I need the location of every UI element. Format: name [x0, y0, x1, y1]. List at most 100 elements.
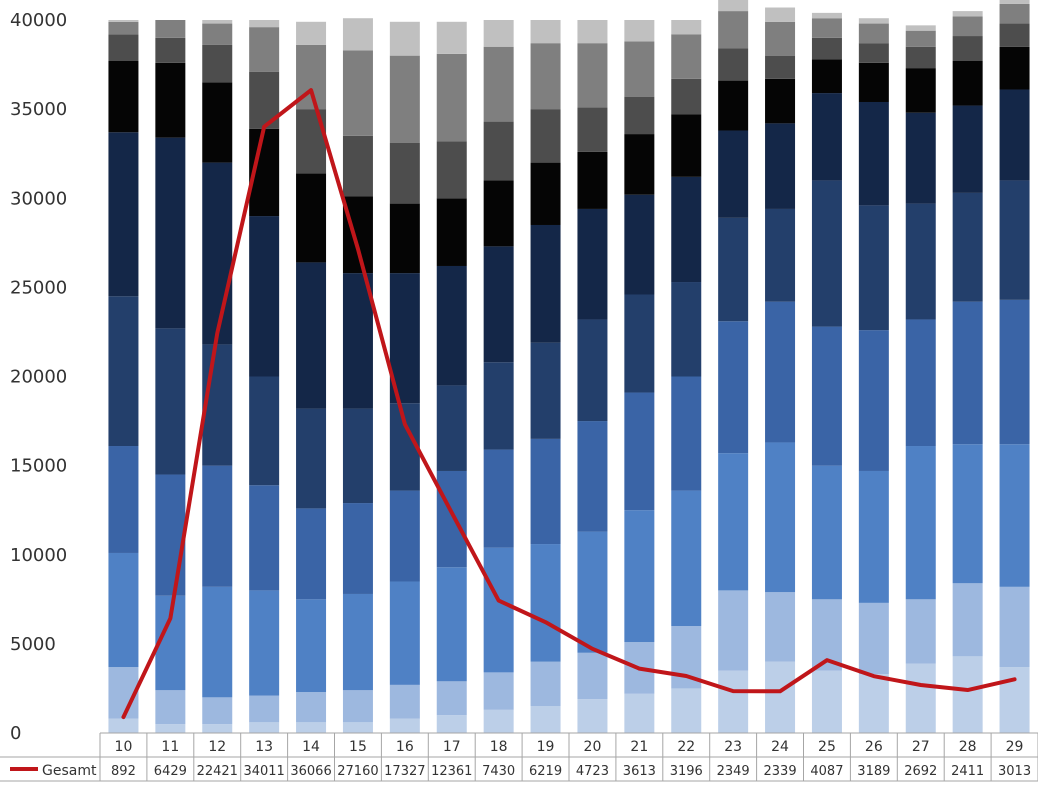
y-tick-label: 40000: [10, 10, 67, 31]
bar-segment: [718, 590, 748, 670]
bar-segment: [108, 20, 138, 22]
bar-segment: [765, 592, 795, 662]
bar-segment: [437, 22, 467, 54]
bar-segment: [343, 409, 373, 503]
bar-segment: [343, 136, 373, 197]
bar-segment: [859, 674, 889, 733]
bar-segment: [906, 319, 936, 446]
bar-segment: [577, 209, 607, 320]
bar-segment: [577, 421, 607, 532]
bar-segment: [577, 20, 607, 43]
legend-label-gesamt: Gesamt: [42, 763, 97, 779]
bar-segment: [249, 485, 279, 590]
bar-segment: [390, 685, 420, 719]
bar-segment: [343, 722, 373, 733]
bar-segment: [624, 41, 654, 96]
bar-stack-23: [718, 0, 748, 733]
bar-segment: [859, 330, 889, 471]
bar-segment: [671, 20, 701, 34]
y-tick-label: 35000: [10, 99, 67, 120]
table-value: 7430: [482, 764, 515, 779]
x-tick-label: 16: [396, 739, 414, 755]
bar-segment: [296, 599, 326, 692]
bar-segment: [812, 327, 842, 466]
bar-segment: [1000, 0, 1030, 4]
bar-segment: [671, 282, 701, 376]
bar-segment: [859, 24, 889, 44]
bar-segment: [765, 123, 795, 209]
bar-stack-22: [671, 20, 701, 733]
bar-segment: [343, 594, 373, 690]
bar-segment: [718, 11, 748, 48]
bar-segment: [531, 163, 561, 225]
y-tick-label: 5000: [10, 634, 56, 655]
bar-segment: [906, 663, 936, 733]
bar-segment: [437, 567, 467, 681]
table-value: 2692: [904, 764, 937, 779]
bar-segment: [202, 20, 232, 24]
bar-segment: [765, 79, 795, 124]
bar-segment: [484, 362, 514, 449]
bar-segment: [249, 27, 279, 72]
bar-segment: [671, 34, 701, 79]
bar-segment: [437, 385, 467, 471]
bar-segment: [202, 45, 232, 82]
bar-segment: [202, 724, 232, 733]
bar-segment: [202, 82, 232, 162]
bar-stack-21: [624, 20, 654, 733]
bar-stack-20: [577, 20, 607, 733]
x-tick-label: 27: [912, 739, 930, 755]
bar-segment: [812, 93, 842, 180]
bar-segment: [577, 43, 607, 107]
bar-segment: [108, 61, 138, 132]
x-tick-label: 15: [349, 739, 367, 755]
bar-segment: [296, 22, 326, 45]
bar-segment: [1000, 300, 1030, 444]
bar-segment: [624, 694, 654, 733]
bar-segment: [718, 671, 748, 733]
bar-segment: [906, 599, 936, 663]
bar-segment: [624, 97, 654, 134]
x-tick-label: 24: [771, 739, 789, 755]
bar-stack-17: [437, 22, 467, 733]
bar-segment: [437, 141, 467, 198]
bar-segment: [671, 377, 701, 491]
bar-segment: [390, 204, 420, 274]
bar-segment: [296, 262, 326, 408]
bar-segment: [671, 688, 701, 733]
bar-segment: [484, 20, 514, 47]
bar-segment: [765, 302, 795, 443]
bar-segment: [1000, 90, 1030, 181]
bar-segment: [1000, 4, 1030, 24]
table-value: 2411: [951, 764, 984, 779]
x-tick-label: 17: [443, 739, 461, 755]
bar-segment: [718, 321, 748, 453]
bar-segment: [108, 719, 138, 733]
bar-segment: [765, 8, 795, 22]
bar-segment: [531, 225, 561, 343]
x-tick-label: 25: [818, 739, 836, 755]
y-tick-label: 25000: [10, 277, 67, 298]
bar-segment: [249, 216, 279, 376]
bar-segment: [671, 177, 701, 282]
bar-stack-25: [812, 13, 842, 733]
bar-segment: [484, 180, 514, 246]
bar-segment: [812, 466, 842, 600]
bar-segment: [953, 444, 983, 583]
bar-stack-11: [155, 20, 185, 733]
bar-segment: [671, 114, 701, 176]
bar-segment: [484, 246, 514, 362]
table-value: 4087: [810, 764, 843, 779]
bar-segment: [108, 446, 138, 553]
x-tick-label: 22: [677, 739, 695, 755]
bar-segment: [202, 24, 232, 45]
bar-segment: [531, 43, 561, 109]
x-tick-label: 11: [161, 739, 179, 755]
stacked-bars: [108, 0, 1029, 733]
bar-segment: [390, 491, 420, 582]
bar-segment: [155, 63, 185, 138]
bar-segment: [953, 61, 983, 106]
bar-segment: [202, 466, 232, 587]
